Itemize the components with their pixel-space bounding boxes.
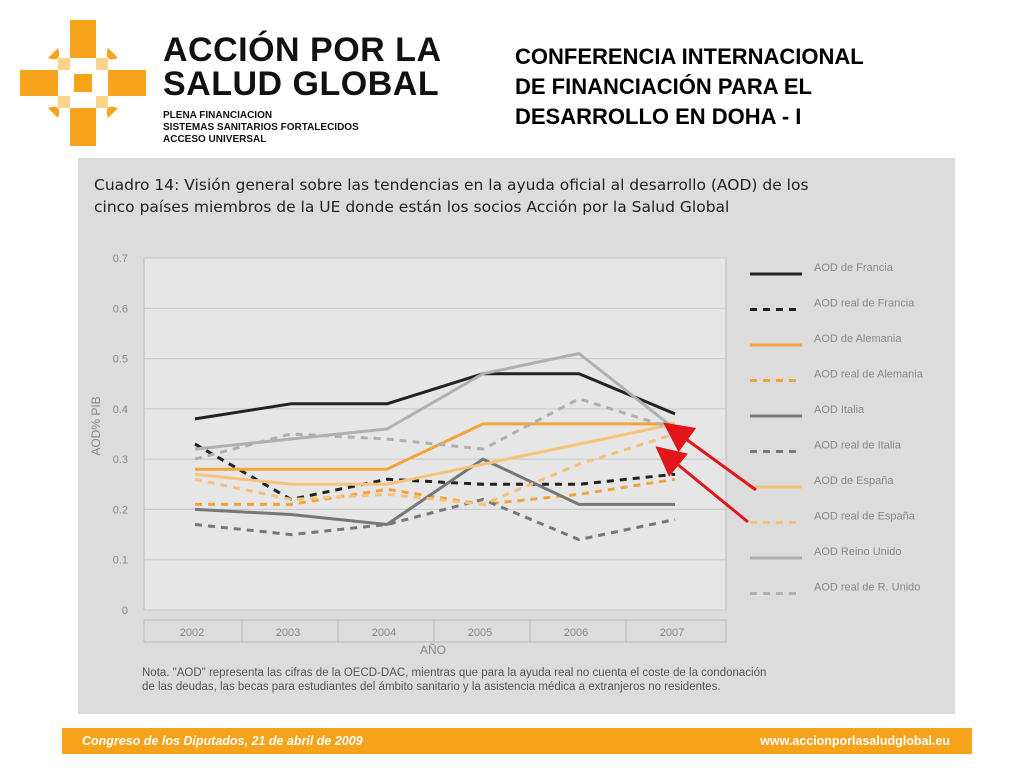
- slide-title-line: DESARROLLO EN DOHA - I: [515, 104, 802, 129]
- legend-label: AOD Reino Unido: [814, 546, 901, 558]
- x-tick-label: 2006: [564, 627, 588, 639]
- series-line: [194, 497, 676, 542]
- chart-figure: Cuadro 14: Visión general sobre las tend…: [78, 158, 955, 714]
- slide-title-line: DE FINANCIACIÓN PARA EL: [515, 74, 812, 99]
- chart-title-line: Cuadro 14: Visión general sobre las tend…: [94, 176, 809, 194]
- chart-note-line: Nota. "AOD" representa las cifras de la …: [142, 667, 767, 679]
- cross-logo-icon: [20, 20, 146, 146]
- legend-label: AOD de España: [814, 475, 894, 487]
- y-tick-label: 0.4: [113, 404, 128, 416]
- x-tick-label: 2002: [180, 627, 204, 639]
- series-line: [194, 432, 676, 506]
- footer-website-link[interactable]: www.accionporlasaludglobal.eu: [760, 734, 950, 748]
- y-tick-label: 0: [122, 605, 128, 617]
- x-axis-label: AÑO: [420, 643, 446, 657]
- y-tick-label: 0.5: [113, 354, 128, 366]
- legend-label: AOD Italia: [814, 404, 865, 416]
- annotation-arrow: [663, 422, 757, 492]
- slide-title-line: CONFERENCIA INTERNACIONAL: [515, 44, 864, 69]
- brand-tagline: ACCESO UNIVERSAL: [163, 134, 267, 145]
- legend-label: AOD real de Alemania: [814, 369, 924, 381]
- y-tick-label: 0.1: [113, 555, 128, 567]
- plot-area: [143, 257, 727, 611]
- series-line: [194, 442, 676, 501]
- legend-label: AOD real de R. Unido: [814, 582, 920, 594]
- chart-title: Cuadro 14: Visión general sobre las tend…: [94, 174, 944, 218]
- legend-label: AOD real de España: [814, 511, 916, 523]
- y-axis-label: AOD% PIB: [89, 396, 103, 455]
- chart-title-line: cinco países miembros de la UE donde est…: [94, 198, 730, 216]
- legend-label: AOD real de Francia: [814, 298, 915, 310]
- x-tick-label: 2005: [468, 627, 492, 639]
- chart-note-line: de las deudas, las becas para estudiante…: [142, 681, 721, 693]
- series-line: [195, 422, 675, 471]
- legend-label: AOD real de Italia: [814, 440, 902, 452]
- annotation-arrow: [655, 446, 749, 524]
- y-tick-label: 0.7: [113, 253, 128, 265]
- line-chart: 0 0.1 0.2 0.3 0.4 0.5 0.6 0.7 2002 2003 2004 2005 20…: [89, 253, 924, 657]
- x-tick-label: 2003: [276, 627, 300, 639]
- series-line: [195, 477, 676, 506]
- x-axis-band: [143, 619, 727, 643]
- series-line: [194, 372, 676, 421]
- y-tick-label: 0.6: [113, 303, 128, 315]
- series-line: [194, 422, 676, 486]
- legend-label: AOD de Francia: [814, 262, 894, 274]
- series-line: [194, 457, 675, 526]
- x-tick-label: 2007: [660, 627, 684, 639]
- chart-note: Nota. "AOD" representa las cifras de la …: [142, 666, 932, 694]
- footer-event: Congreso de los Diputados, 21 de abril d…: [82, 734, 363, 748]
- brand-name-line1: ACCIÓN POR LA: [163, 31, 442, 69]
- x-tick-label: 2004: [372, 627, 396, 639]
- brand-name-line2: SALUD GLOBAL: [163, 65, 440, 103]
- y-tick-label: 0.3: [113, 454, 128, 466]
- legend-label: AOD de Alemania: [814, 333, 902, 345]
- footer-bar: Congreso de los Diputados, 21 de abril d…: [62, 728, 972, 754]
- slide-title: CONFERENCIA INTERNACIONAL DE FINANCIACIÓ…: [515, 42, 985, 132]
- brand-tagline: PLENA FINANCIACION: [163, 110, 273, 121]
- series-line: [194, 352, 676, 451]
- brand-logo: ACCIÓN POR LA SALUD GLOBAL PLENA FINANCI…: [18, 18, 458, 148]
- series-line: [194, 397, 676, 461]
- brand-tagline: SISTEMAS SANITARIOS FORTALECIDOS: [163, 122, 359, 133]
- y-tick-label: 0.2: [113, 504, 128, 516]
